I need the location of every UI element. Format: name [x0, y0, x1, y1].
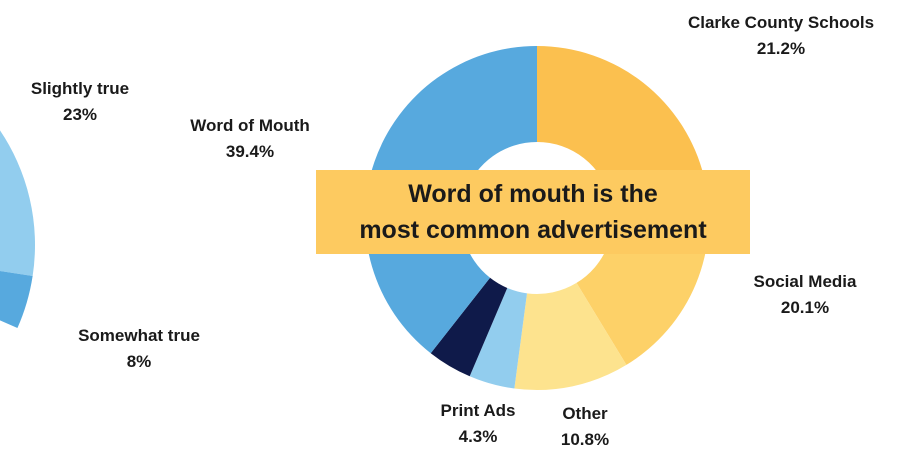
headline-line-1: Word of mouth is the — [408, 180, 658, 208]
slice-name: Slightly true — [30, 79, 130, 98]
slice-label-slightly-true: Slightly true 23% — [8, 76, 152, 129]
slice-value: 8% — [126, 352, 152, 372]
left-pie-chart — [0, 130, 35, 329]
slice-value: 39.4% — [225, 142, 275, 162]
slice-value: 4.3% — [458, 427, 498, 447]
slice-value: 20.1% — [780, 298, 830, 318]
slice-value: 21.2% — [756, 39, 806, 59]
slice-label-somewhat-true: Somewhat true 8% — [46, 323, 232, 376]
slice-name: Somewhat true — [78, 326, 200, 345]
donut-slice-clarke-county-schools — [537, 46, 705, 201]
slice-label-word-of-mouth: Word of Mouth 39.4% — [164, 113, 336, 166]
slice-value: 23% — [62, 105, 98, 125]
slice-label-social-media: Social Media 20.1% — [735, 269, 875, 322]
donut-slice-unlabeled — [430, 277, 508, 377]
pie-slice-somewhat-true — [0, 271, 33, 329]
slice-label-clarke-county-schools: Clarke County Schools 21.2% — [666, 10, 896, 63]
donut-slice-print-ads — [469, 287, 528, 389]
slice-name: Other — [562, 404, 608, 423]
headline-banner: Word of mouth is the most common adverti… — [316, 170, 750, 254]
slice-name: Social Media — [753, 272, 857, 291]
slice-label-other: Other 10.8% — [545, 401, 625, 454]
slice-name: Print Ads — [440, 401, 516, 420]
slice-name: Clarke County Schools — [687, 13, 875, 32]
slice-value: 10.8% — [560, 430, 610, 450]
pie-slice-slightly-true — [0, 130, 35, 277]
donut-slice-other — [514, 282, 627, 390]
slice-name: Word of Mouth — [190, 116, 310, 135]
headline-line-2: most common advertisement — [359, 216, 707, 244]
slice-label-print-ads: Print Ads 4.3% — [424, 398, 532, 451]
